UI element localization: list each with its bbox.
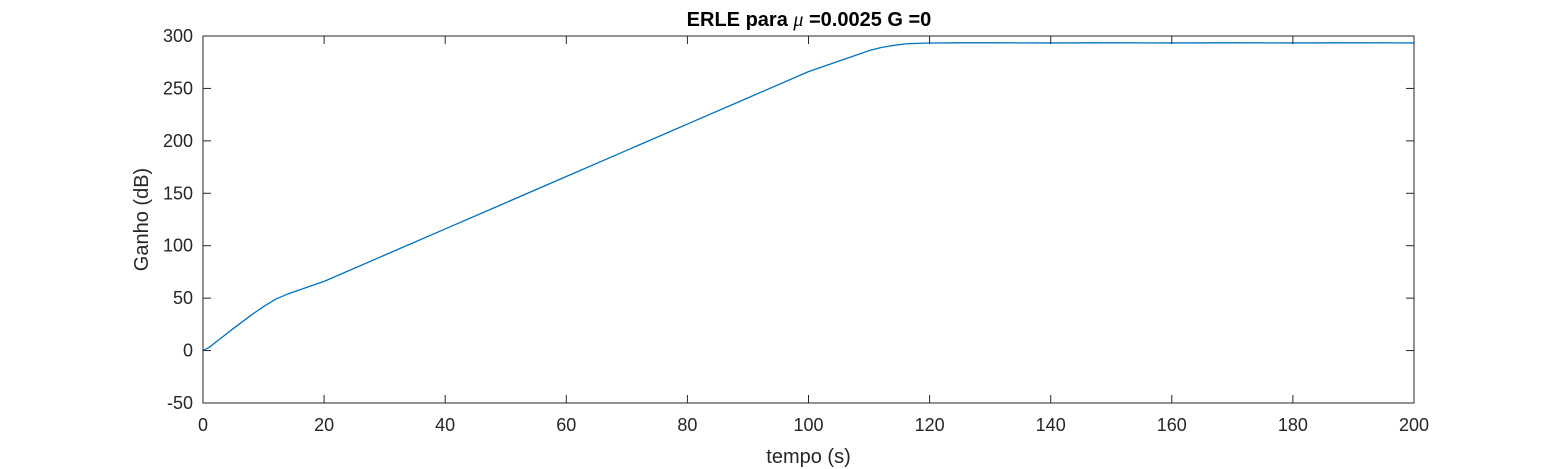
y-tick-label: 50 [173, 288, 193, 308]
y-axis: -50 0 50 100 150 200 250 300 [163, 26, 1414, 413]
x-tick-label: 200 [1399, 415, 1429, 435]
x-tick-label: 0 [198, 415, 208, 435]
title-suffix: =0.0025 G =0 [803, 9, 931, 31]
x-tick-label: 20 [314, 415, 334, 435]
y-tick-label: 200 [163, 131, 193, 151]
y-tick-label: 300 [163, 26, 193, 46]
y-axis-label: Ganho (dB) [131, 168, 153, 271]
x-tick-label: 100 [793, 415, 823, 435]
x-tick-label: 160 [1157, 415, 1187, 435]
chart-title: ERLE para μ =0.0025 G =0 [687, 9, 932, 31]
x-tick-label: 140 [1036, 415, 1066, 435]
y-tick-label: 150 [163, 183, 193, 203]
series-layer [202, 42, 1415, 352]
x-tick-label: 40 [435, 415, 455, 435]
x-tick-label: 180 [1278, 415, 1308, 435]
x-axis-label: tempo (s) [766, 446, 850, 468]
y-tick-label: 250 [163, 78, 193, 98]
y-tick-label: 100 [163, 236, 193, 256]
x-tick-label: 60 [556, 415, 576, 435]
title-prefix: ERLE para [687, 9, 794, 31]
x-axis: 0 20 40 60 80 100 120 140 160 180 200 [198, 36, 1429, 435]
plot-area [203, 36, 1414, 403]
y-tick-label: -50 [167, 393, 193, 413]
mu-symbol: μ [792, 9, 803, 31]
series-line [202, 42, 1415, 352]
x-tick-label: 80 [677, 415, 697, 435]
x-tick-label: 120 [915, 415, 945, 435]
y-tick-label: 0 [183, 341, 193, 361]
